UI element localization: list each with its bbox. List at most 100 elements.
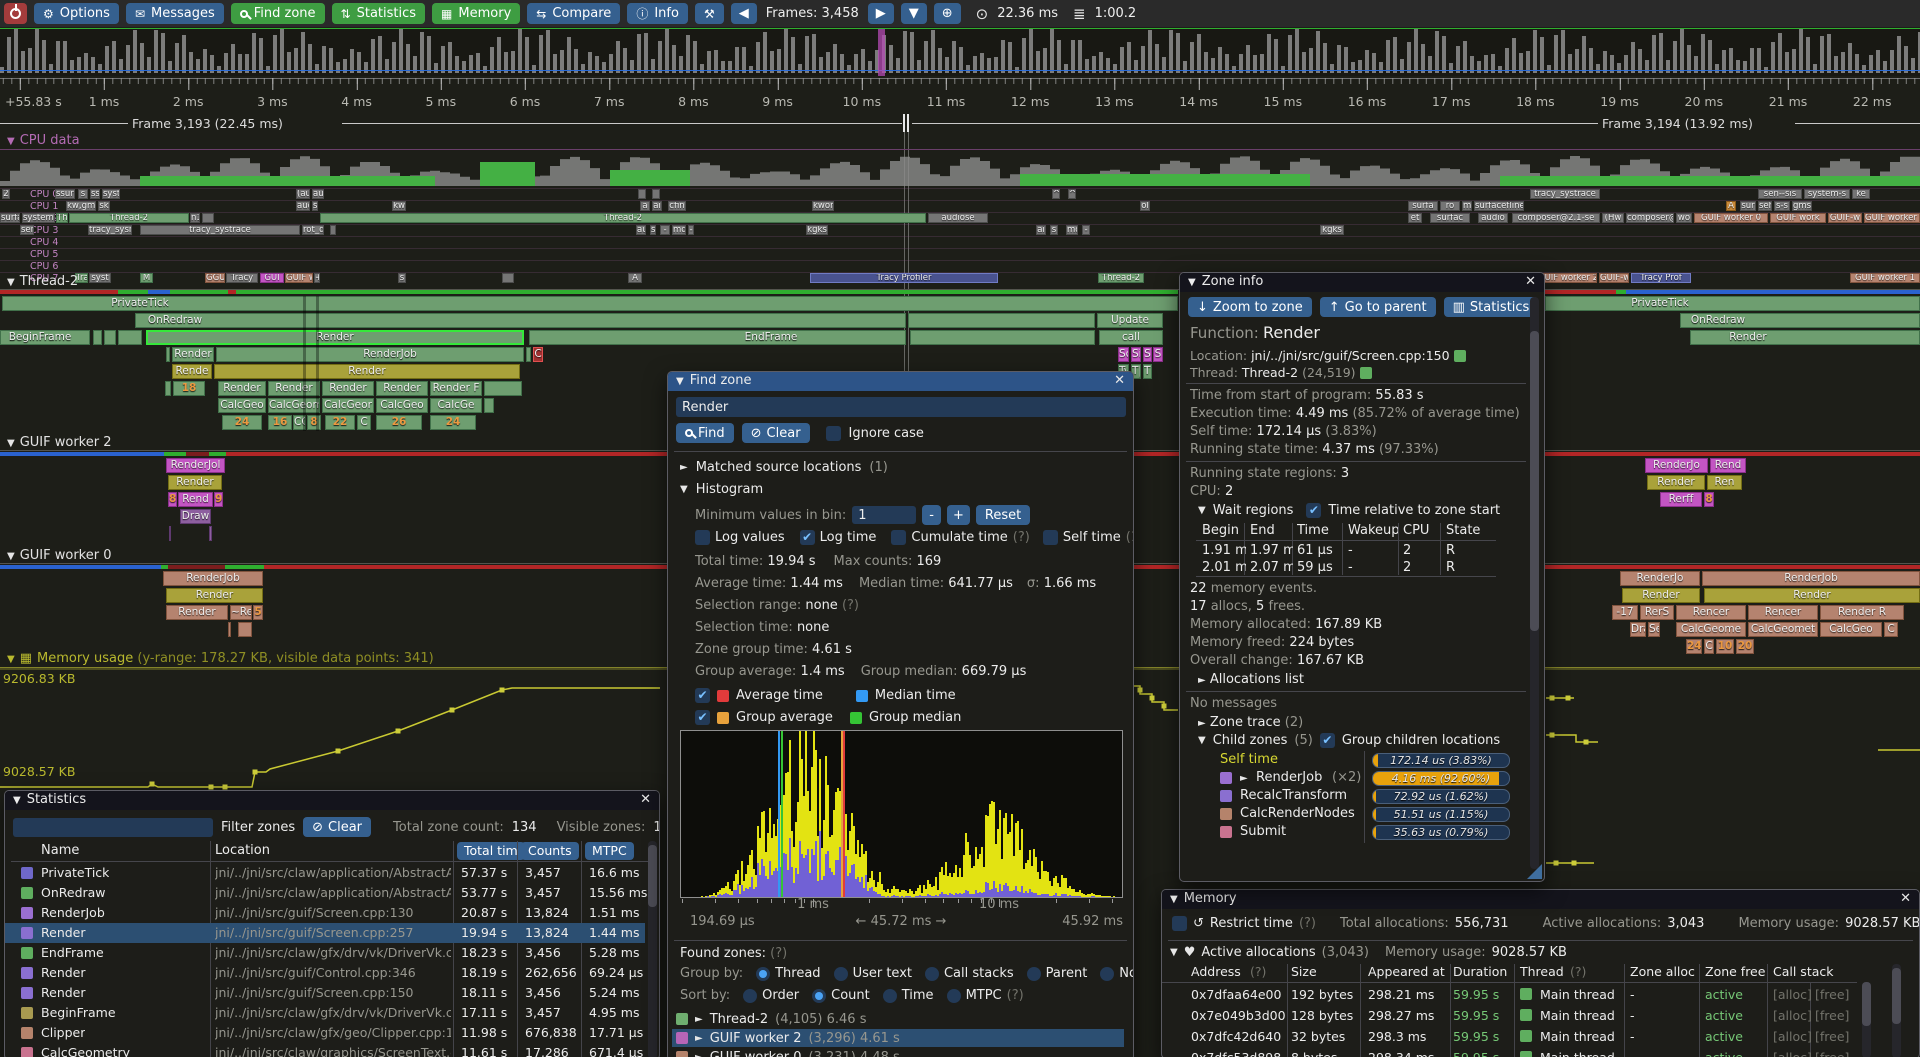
zone-block[interactable]: 8 xyxy=(1704,492,1714,507)
frame-bar[interactable] xyxy=(938,47,942,73)
frame-bar[interactable] xyxy=(1687,45,1691,73)
cpu-zone-block[interactable]: ai xyxy=(652,201,662,211)
frame-bar[interactable] xyxy=(1057,39,1061,73)
cpu-zone-block[interactable]: - xyxy=(688,225,694,235)
frame-bar[interactable] xyxy=(546,30,550,73)
cpu-zone-block[interactable]: Thread-2 xyxy=(1098,273,1144,283)
frame-bar[interactable] xyxy=(1792,48,1796,73)
zone-block[interactable]: 10 xyxy=(1716,639,1734,654)
col-call-stack[interactable]: Call stack xyxy=(1773,964,1834,979)
cpu-zone-block[interactable]: composer@2.1-se xyxy=(1512,213,1600,223)
frame-bar[interactable] xyxy=(259,38,263,73)
frame-bar[interactable] xyxy=(1533,29,1537,73)
frame-bar[interactable] xyxy=(63,41,67,73)
cpu-zone-block[interactable]: GUIF worker 1 xyxy=(1850,273,1920,283)
zone-block[interactable]: RenderJob xyxy=(163,571,263,586)
frame-bar[interactable] xyxy=(1407,42,1411,73)
child-zones-row[interactable]: ▼Child zones(5) Group children locations xyxy=(1198,733,1500,748)
frame-bar[interactable] xyxy=(336,62,340,73)
frame-bar[interactable] xyxy=(707,50,711,73)
frame-bar[interactable] xyxy=(147,56,151,73)
table-row[interactable]: EndFrame jni/../jni/src/claw/gfx/drv/vk/D… xyxy=(5,943,645,963)
frame-bar[interactable] xyxy=(1295,29,1299,73)
cpu-zone-block[interactable]: system se xyxy=(22,213,55,223)
cpu-zone-block[interactable]: kgks xyxy=(1320,225,1344,235)
toolbar-button-tools[interactable]: ⚒ xyxy=(694,3,724,24)
next-frame-button[interactable]: ▶ xyxy=(867,3,894,24)
radio-no-grouping[interactable] xyxy=(1100,966,1115,981)
frame-bar[interactable] xyxy=(1029,29,1033,73)
frame-bar[interactable] xyxy=(1890,50,1894,73)
allocations-list-row[interactable]: ► Allocations list xyxy=(1198,672,1304,687)
zone-block[interactable]: Render xyxy=(376,381,428,396)
zone-block[interactable]: Rencer xyxy=(1676,605,1746,620)
frame-bar[interactable] xyxy=(1106,57,1110,73)
frame-bar[interactable] xyxy=(1820,35,1824,73)
zone-block[interactable] xyxy=(166,347,170,362)
frame-bar[interactable] xyxy=(217,66,221,73)
zone-block[interactable]: -17 xyxy=(1612,605,1638,620)
zone-block[interactable] xyxy=(169,526,171,541)
cpu-zone-block[interactable]: sen--sis xyxy=(1758,189,1802,199)
frame-bar[interactable] xyxy=(1414,29,1418,73)
toolbar-button-memory[interactable]: ▦ Memory xyxy=(432,3,521,24)
frame-bar[interactable] xyxy=(847,64,851,73)
frame-bar[interactable] xyxy=(35,29,39,73)
cpu-zone-block[interactable]: sen xyxy=(20,225,34,235)
frame-bar[interactable] xyxy=(1036,51,1040,73)
toolbar-button-info[interactable]: ⓘ Info xyxy=(627,3,688,24)
zone-block[interactable]: 24 xyxy=(222,415,262,430)
radio-call-stacks[interactable] xyxy=(924,966,939,981)
zone-block[interactable]: Render xyxy=(166,605,228,620)
frame-bar[interactable] xyxy=(455,56,459,73)
zone-block[interactable]: Rende xyxy=(172,364,212,379)
cpu-zone-block[interactable]: A xyxy=(1726,201,1736,211)
cpu-zone-block[interactable]: ss xyxy=(90,189,100,199)
cpu-zone-block[interactable]: GUIF worker 2 xyxy=(1537,273,1597,283)
cpu-zone-block[interactable]: Tracy xyxy=(226,273,258,283)
zone-block[interactable]: RenderJob xyxy=(1702,571,1920,586)
table-row[interactable]: BeginFrame jni/../jni/src/claw/gfx/drv/vk… xyxy=(5,1003,645,1023)
cpu-zone-block[interactable]: GUIF-w xyxy=(1599,273,1629,283)
expand-icon[interactable]: ► xyxy=(695,1013,703,1025)
frame-bar[interactable] xyxy=(819,56,823,73)
zone-block[interactable]: RenderJo xyxy=(1620,571,1700,586)
wait-col-header[interactable]: Wakeup xyxy=(1348,523,1399,538)
thread-color-swatch[interactable] xyxy=(1359,367,1372,379)
find-zone-titlebar[interactable]: ▼ Find zone ✕ xyxy=(668,372,1133,391)
scrollbar-thumb[interactable] xyxy=(1862,982,1871,1026)
frame-bar[interactable] xyxy=(1743,61,1747,73)
cpu-zone-block[interactable]: et xyxy=(1408,213,1422,223)
wait-regions-row[interactable]: ▼Wait regions Time relative to zone star… xyxy=(1198,503,1500,518)
zone-block[interactable]: 24 xyxy=(430,415,476,430)
frame-bar[interactable] xyxy=(574,48,578,73)
frame-bar[interactable] xyxy=(42,39,46,73)
toolbar-button-messages[interactable]: ✉ Messages xyxy=(125,3,224,24)
frame-bar[interactable] xyxy=(126,45,130,73)
cpu-zone-block[interactable] xyxy=(330,225,336,235)
frame-bar[interactable] xyxy=(868,60,872,73)
average-time-checkbox[interactable] xyxy=(695,688,710,703)
frame-bar[interactable] xyxy=(1428,55,1432,73)
zone-block[interactable]: Render xyxy=(218,381,266,396)
zone-block[interactable]: CC xyxy=(293,415,306,430)
frame-bar[interactable] xyxy=(714,49,718,73)
frame-bar[interactable] xyxy=(1344,47,1348,73)
frame-bar[interactable] xyxy=(1183,61,1187,73)
radio-user-text[interactable] xyxy=(833,966,848,981)
cpu-zone-block[interactable]: surfa xyxy=(0,213,20,223)
frame-bar[interactable] xyxy=(1008,42,1012,73)
time-relative-checkbox[interactable] xyxy=(1306,503,1322,518)
zone-block[interactable]: Render xyxy=(322,381,374,396)
col-counts-button[interactable]: Counts xyxy=(521,842,579,860)
frame-bar[interactable] xyxy=(1512,38,1516,73)
frame-bar[interactable] xyxy=(1554,34,1558,73)
cpu-zone-block[interactable]: ^ xyxy=(1052,189,1060,199)
frame-bar[interactable] xyxy=(1582,36,1586,73)
frame-bar[interactable] xyxy=(469,54,473,73)
close-icon[interactable]: ✕ xyxy=(640,792,651,807)
filter-input[interactable] xyxy=(13,817,213,837)
zone-block[interactable]: CalcGe xyxy=(430,398,482,413)
restrict-time-checkbox[interactable] xyxy=(1172,916,1187,931)
frame-bar[interactable] xyxy=(728,60,732,73)
